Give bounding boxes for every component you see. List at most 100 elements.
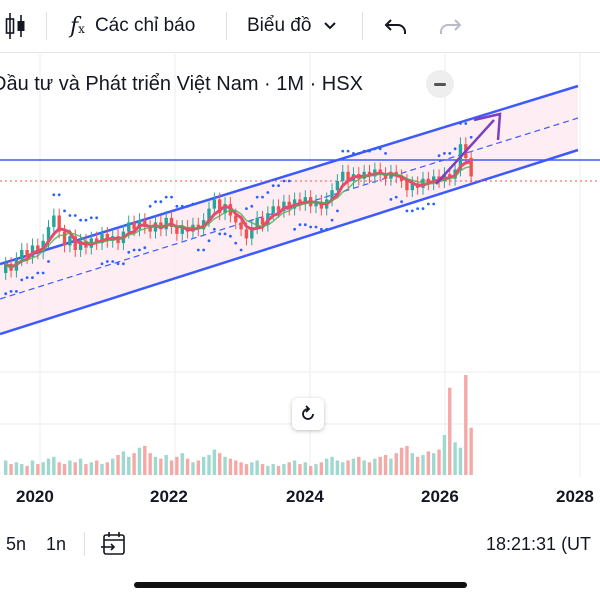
sar-dot xyxy=(319,227,323,231)
volume-bar xyxy=(9,464,13,475)
sar-dot xyxy=(105,260,109,263)
volume-bar xyxy=(346,460,350,475)
volume-bar xyxy=(132,453,136,475)
candle-body xyxy=(73,236,77,250)
reset-chart-button[interactable] xyxy=(292,398,324,430)
candle-body xyxy=(239,222,243,230)
sar-dot xyxy=(52,193,56,197)
sar-dot xyxy=(25,276,29,279)
volume-bar xyxy=(378,456,382,475)
volume-bar xyxy=(127,456,131,475)
volume-bar xyxy=(164,455,168,475)
sar-dot xyxy=(437,154,441,158)
sar-dot xyxy=(400,200,403,204)
sar-dot xyxy=(207,239,211,243)
volume-bar xyxy=(453,442,457,475)
x-axis-label-2020: 2020 xyxy=(16,487,54,506)
toolbar-divider xyxy=(362,12,363,40)
volume-bar xyxy=(432,453,436,475)
candle-body xyxy=(127,222,131,232)
sar-dot xyxy=(362,149,366,153)
candlestick-icon[interactable] xyxy=(4,0,26,52)
price-chart[interactable] xyxy=(0,52,600,482)
sar-dot xyxy=(116,262,120,266)
volume-bar xyxy=(389,458,393,475)
volume-bar xyxy=(191,462,195,475)
sar-dot xyxy=(175,204,179,208)
toolbar-divider xyxy=(46,12,47,40)
undo-button[interactable] xyxy=(384,0,408,52)
sar-dot xyxy=(127,250,131,254)
volume-bar xyxy=(410,453,414,475)
volume-bar xyxy=(362,460,366,475)
volume-bar xyxy=(143,445,147,475)
candle-body xyxy=(52,215,56,227)
volume-bar xyxy=(14,462,19,475)
chart-type-button[interactable]: Biểu đồ xyxy=(247,0,337,52)
sar-dot xyxy=(314,225,318,229)
candle-body xyxy=(389,171,393,179)
volume-bar xyxy=(30,460,35,475)
candle-body xyxy=(287,201,291,209)
sar-dot xyxy=(212,227,216,231)
symbol-title: Đầu tư và Phát triển Việt Nam · 1M · HSX xyxy=(0,72,363,95)
redo-button[interactable] xyxy=(438,0,462,52)
volume-bar xyxy=(116,455,120,475)
volume-bar xyxy=(325,458,329,475)
sar-dot xyxy=(68,214,72,217)
sar-dot xyxy=(84,218,88,222)
volume-bar xyxy=(469,427,473,475)
go-to-date-button[interactable] xyxy=(100,524,128,564)
volume-bar xyxy=(68,460,72,475)
volume-bar xyxy=(169,460,174,475)
sar-dot xyxy=(373,147,377,151)
candle-body xyxy=(271,206,275,214)
sar-dot xyxy=(239,248,243,252)
sar-dot xyxy=(266,191,270,194)
indicators-button[interactable]: fx Các chỉ báo xyxy=(70,0,195,52)
sar-dot xyxy=(100,262,104,266)
volume-bar xyxy=(319,462,324,475)
range-1y-button[interactable]: 1n xyxy=(46,533,67,554)
candle-body xyxy=(57,215,61,232)
sar-dot xyxy=(309,225,313,229)
sar-dot xyxy=(47,260,50,263)
sar-dot xyxy=(389,198,393,201)
sar-dot xyxy=(453,147,457,151)
collapse-legend-button[interactable] xyxy=(426,70,454,98)
sar-dot xyxy=(164,195,168,199)
candle-body xyxy=(260,217,265,225)
candle-body xyxy=(68,236,72,246)
volume-bars xyxy=(4,375,473,475)
volume-bar xyxy=(341,462,345,475)
candle-body xyxy=(223,204,227,214)
volume-bar xyxy=(148,453,152,475)
range-5y-button[interactable]: 5n xyxy=(6,533,27,554)
refresh-icon xyxy=(302,405,314,420)
sar-dot xyxy=(330,218,334,222)
volume-bar xyxy=(73,462,77,475)
candle-body xyxy=(405,181,409,191)
volume-bar xyxy=(78,458,83,475)
sar-dot xyxy=(357,152,361,155)
volume-bar xyxy=(292,460,297,475)
volume-bar xyxy=(405,445,409,475)
volume-bar xyxy=(260,464,265,475)
sar-dot xyxy=(223,232,227,236)
sar-dot xyxy=(180,204,184,208)
candle-body xyxy=(410,183,414,191)
candle-body xyxy=(62,231,67,246)
chart-type-label: Biểu đồ xyxy=(247,15,312,36)
clock-timezone[interactable]: 18:21:31 (UT xyxy=(486,533,592,554)
volume-bar xyxy=(426,451,431,475)
candle-body xyxy=(4,263,8,273)
sar-dot xyxy=(410,209,414,213)
candle-body xyxy=(132,222,136,230)
sar-dot xyxy=(469,135,473,139)
volume-bar xyxy=(89,462,93,475)
candle-body xyxy=(148,227,152,232)
candle-body xyxy=(20,250,24,260)
sar-dot xyxy=(57,193,61,197)
sar-dot xyxy=(138,248,141,252)
x-axis-label-2024: 2024 xyxy=(286,487,324,506)
